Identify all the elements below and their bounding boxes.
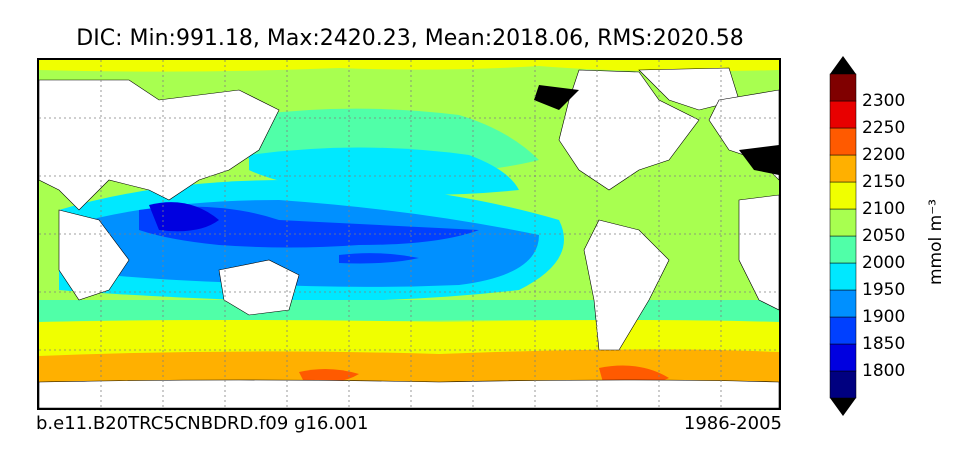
south-pacific-blue <box>339 253 419 264</box>
colorbar-segment <box>829 73 857 102</box>
ross-sea-red <box>299 368 359 383</box>
colorbar <box>829 56 857 416</box>
colorbar-segment <box>829 316 857 345</box>
eurasia-land <box>39 79 280 211</box>
africa-land <box>58 209 130 301</box>
north-america-land <box>558 69 700 191</box>
colorbar-segment <box>829 262 857 291</box>
years-label: 1986-2005 <box>683 413 782 434</box>
colorbar-segment <box>829 370 857 399</box>
colorbar-segment <box>829 343 857 372</box>
colorbar-max-triangle <box>830 56 856 74</box>
colorbar-segment <box>829 235 857 264</box>
warm-pool-blue <box>139 206 479 248</box>
indonesia-dark <box>149 202 219 232</box>
map-canvas <box>39 60 779 408</box>
colorbar-segment <box>829 127 857 156</box>
colorbar-min-triangle <box>830 398 856 416</box>
colorbar-tick-label: 2250 <box>862 118 906 138</box>
map-title: DIC: Min:991.18, Max:2420.23, Mean:2018.… <box>76 26 744 51</box>
africa-east-land <box>738 194 779 311</box>
colorbar-segment <box>829 289 857 318</box>
colorbar-segment <box>829 154 857 183</box>
colorbar-tick-label: 2200 <box>862 145 906 165</box>
colorbar-tick-label: 1850 <box>862 334 906 354</box>
colorbar-tick-label: 2050 <box>862 226 906 246</box>
colorbar-tick-label: 1900 <box>862 307 906 327</box>
mediterranean-black <box>739 145 779 175</box>
colorbar-segment <box>829 181 857 210</box>
colorbar-tick-label: 2000 <box>862 253 906 273</box>
global-ocean-dic-map <box>37 58 781 410</box>
antarctica-land <box>39 379 779 408</box>
arctic-band <box>39 60 779 72</box>
colorbar-tick-label: 2300 <box>862 91 906 111</box>
colorbar-units-label: mmol m⁻³ <box>926 199 946 285</box>
colorbar-segments <box>829 73 857 399</box>
arctic-archipelago-black <box>534 85 579 110</box>
colorbar-tick-label: 2100 <box>862 199 906 219</box>
colorbar-tick-label: 1800 <box>862 361 906 381</box>
colorbar-segment <box>829 208 857 237</box>
colorbar-tick-label: 2150 <box>862 172 906 192</box>
colorbar-segment <box>829 100 857 129</box>
southern-yellow <box>39 320 779 358</box>
graticule <box>39 60 779 408</box>
case-name-label: b.e11.B20TRC5CNBDRD.f09 g16.001 <box>36 413 369 434</box>
colorbar-tick-label: 1950 <box>862 280 906 300</box>
southern-green <box>39 300 779 322</box>
australia-land <box>218 259 300 316</box>
